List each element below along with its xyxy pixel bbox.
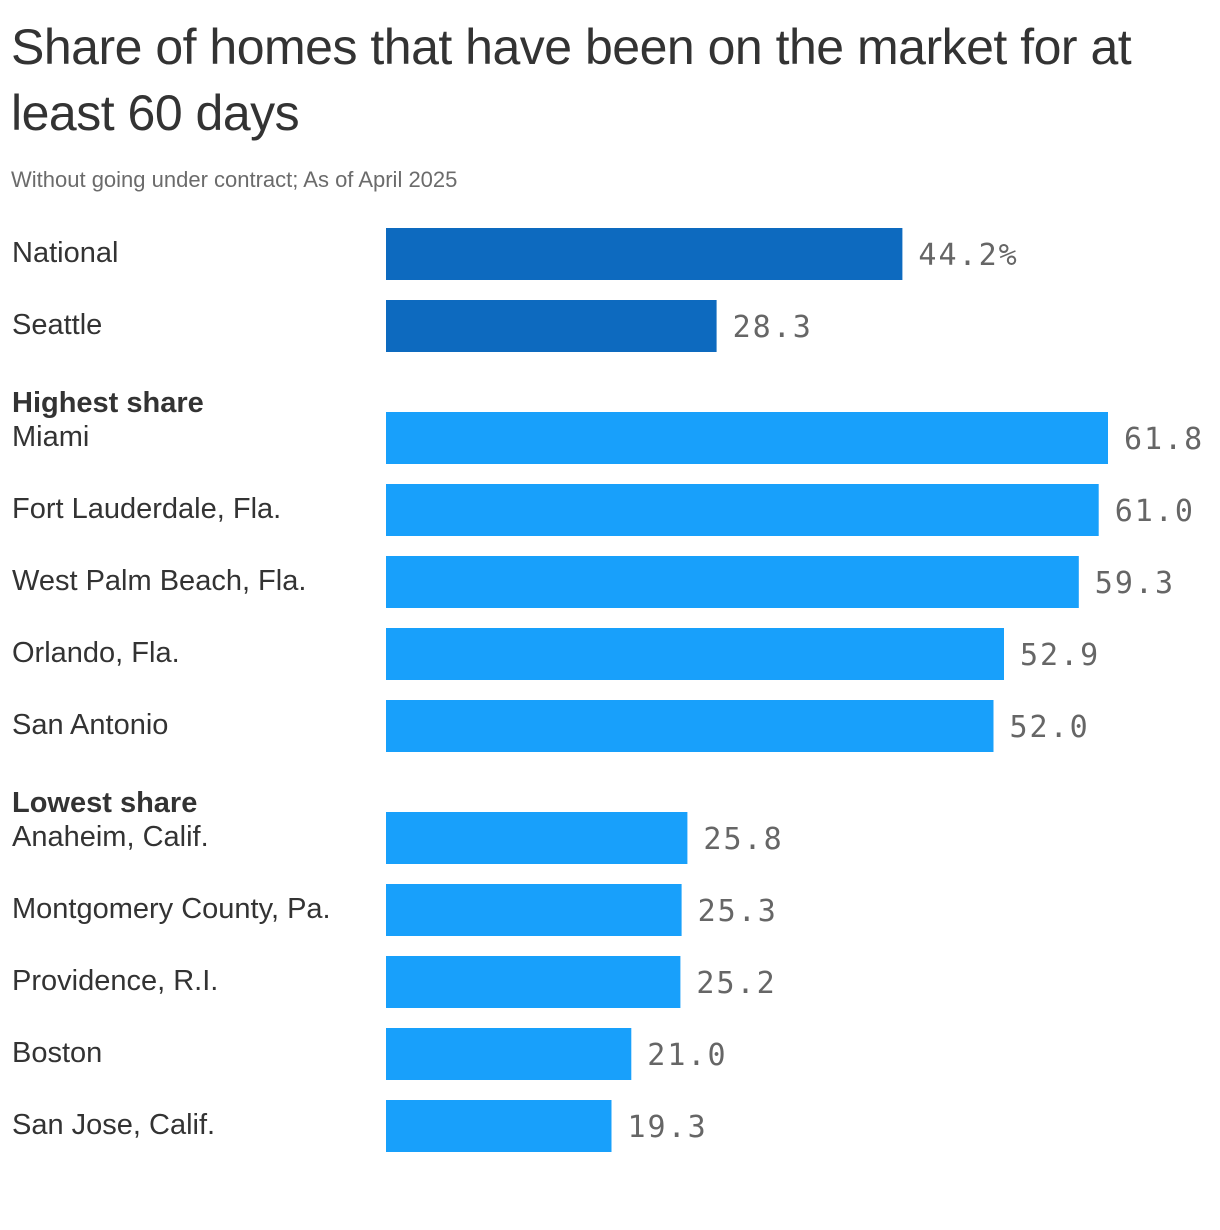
category-label-national: National [12,237,118,269]
value-label-montgomery-county-pa: 25.3 [698,894,778,929]
value-label-seattle: 28.3 [733,310,813,345]
value-label-san-antonio: 52.0 [1010,710,1090,745]
value-label-fort-lauderdale-fla: 61.0 [1115,494,1195,529]
bar-west-palm-beach-fla [386,556,1079,608]
bar-fort-lauderdale-fla [386,484,1099,536]
category-label-seattle: Seattle [12,309,102,341]
bar-miami [386,412,1108,464]
value-label-west-palm-beach-fla: 59.3 [1095,566,1175,601]
value-label-miami: 61.8 [1124,422,1204,457]
category-label-miami: Miami [12,421,89,453]
group-label-highest-share: Highest share [12,387,204,419]
bar-montgomery-county-pa [386,884,682,936]
bar-national [386,228,903,280]
value-label-boston: 21.0 [647,1038,727,1073]
bar-providence-r-i [386,956,681,1008]
chart-subtitle: Without going under contract; As of Apri… [11,167,458,192]
category-label-orlando-fla: Orlando, Fla. [12,637,180,669]
category-label-boston: Boston [12,1037,102,1069]
category-label-fort-lauderdale-fla: Fort Lauderdale, Fla. [12,493,281,525]
bar-san-jose-calif [386,1100,612,1152]
bar-seattle [386,300,717,352]
category-label-san-jose-calif: San Jose, Calif. [12,1109,215,1141]
category-label-anaheim-calif: Anaheim, Calif. [12,821,209,853]
value-label-san-jose-calif: 19.3 [628,1110,708,1145]
category-label-west-palm-beach-fla: West Palm Beach, Fla. [12,565,306,597]
value-label-providence-r-i: 25.2 [696,966,776,1001]
bar-anaheim-calif [386,812,688,864]
category-label-san-antonio: San Antonio [12,709,168,741]
value-label-national: 44.2% [918,238,1018,273]
chart-title: Share of homes that have been on the mar… [11,19,1132,141]
category-label-providence-r-i: Providence, R.I. [12,965,218,997]
group-label-lowest-share: Lowest share [12,787,197,819]
value-label-anaheim-calif: 25.8 [703,822,783,857]
bar-boston [386,1028,632,1080]
bar-san-antonio [386,700,994,752]
category-label-montgomery-county-pa: Montgomery County, Pa. [12,893,331,925]
bar-orlando-fla [386,628,1004,680]
value-label-orlando-fla: 52.9 [1020,638,1100,673]
